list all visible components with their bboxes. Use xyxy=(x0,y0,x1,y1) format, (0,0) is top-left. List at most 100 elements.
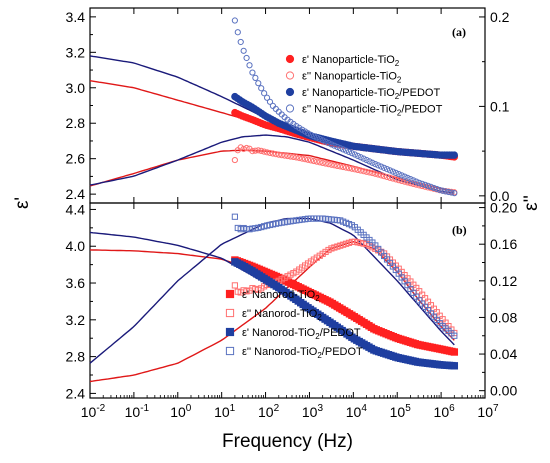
legend-label: ε' Nanorod-TiO2 xyxy=(242,289,320,303)
data-point xyxy=(451,190,458,197)
x-tick-label-base: 10 xyxy=(258,404,274,420)
data-point xyxy=(231,282,238,289)
legend-label: ε'' Nanorod-TiO2 xyxy=(242,308,322,322)
x-tick-label: 105 xyxy=(390,403,412,420)
data-point xyxy=(383,166,391,173)
data-point xyxy=(266,149,274,157)
legend-label: ε'' Nanorod-TiO2/PEDOT xyxy=(242,346,363,360)
data-point xyxy=(255,80,262,87)
data-point xyxy=(357,167,364,174)
legend-label-suffix: /PEDOT xyxy=(399,87,440,99)
data-point xyxy=(351,151,358,158)
y-right-tick-label: 0.04 xyxy=(490,346,517,362)
x-tick-label-base: 10 xyxy=(346,404,362,420)
x-tick-label: 10-1 xyxy=(125,403,150,420)
legend-label-suffix: /PEDOT xyxy=(322,346,363,358)
series-1 xyxy=(231,256,459,356)
data-point xyxy=(448,189,455,196)
x-tick-label-base: 10 xyxy=(81,404,97,420)
data-point xyxy=(302,156,309,163)
y-left-tick-label: 3.2 xyxy=(66,312,86,328)
data-point xyxy=(331,162,338,169)
data-point xyxy=(278,152,285,159)
legend-label-text: ε'' Nanoparticle-TiO xyxy=(302,71,397,83)
data-point xyxy=(231,17,238,24)
data-point xyxy=(427,183,435,191)
data-point xyxy=(240,47,247,54)
legend-label-sub: 2 xyxy=(395,59,400,68)
data-point xyxy=(272,151,279,158)
y-left-tick-label: 3.6 xyxy=(66,275,86,291)
data-point xyxy=(410,177,417,184)
legend-marker xyxy=(285,87,295,97)
legend-label-text: ε' Nanoparticle-TiO xyxy=(302,87,395,99)
data-point xyxy=(416,179,423,186)
data-point xyxy=(316,159,323,166)
y-right-tick-label: 0.20 xyxy=(490,200,517,216)
fit-line xyxy=(89,134,455,194)
legend-label-sub: 2 xyxy=(315,294,320,303)
data-point xyxy=(389,168,396,175)
legend-label-suffix: /PEDOT xyxy=(320,327,361,339)
data-point xyxy=(246,62,253,69)
data-point xyxy=(310,157,317,165)
data-point xyxy=(369,169,376,177)
panel-label: (a) xyxy=(452,25,466,39)
data-point xyxy=(261,148,268,155)
data-point xyxy=(436,186,443,194)
x-tick-label-exp: 2 xyxy=(274,403,280,414)
legend-label-sub: 2 xyxy=(395,92,400,101)
data-point xyxy=(392,176,399,183)
data-point xyxy=(378,163,385,170)
y-right-tick-label: 0.12 xyxy=(490,273,517,289)
data-point xyxy=(284,152,291,160)
data-point xyxy=(337,145,344,152)
y-left-tick-label: 2.8 xyxy=(66,115,86,131)
data-point xyxy=(357,154,364,161)
data-point xyxy=(354,166,361,174)
data-point xyxy=(416,182,423,189)
data-point xyxy=(451,332,458,339)
data-point xyxy=(413,178,420,185)
y-left-tick-label: 4.4 xyxy=(66,201,86,217)
data-point xyxy=(316,135,323,143)
data-point xyxy=(261,90,268,97)
x-tick-label-base: 10 xyxy=(390,404,406,420)
data-point xyxy=(313,158,320,165)
y-left-tick-label: 2.8 xyxy=(66,349,86,365)
data-point xyxy=(345,148,353,156)
data-point xyxy=(263,94,271,101)
data-point xyxy=(269,150,277,157)
data-point xyxy=(331,142,338,149)
data-point xyxy=(249,148,256,155)
panel-a: 2.4 2.6 2.8 3.0 3.2 3.4 0.0 0.1 0.2 (a) ε' Nanopar… xyxy=(66,7,510,204)
legend-label-text: ε' Nanorod-TiO xyxy=(242,327,316,339)
legend-marker xyxy=(285,71,295,80)
data-point xyxy=(290,153,297,161)
data-point xyxy=(296,154,303,162)
data-point xyxy=(372,170,379,177)
data-point xyxy=(401,173,408,180)
legend-label-sub: 2 xyxy=(317,351,322,360)
x-tick-label-exp: 7 xyxy=(493,403,499,414)
data-point xyxy=(354,152,361,159)
data-point xyxy=(389,175,396,182)
x-tick-label-base: 10 xyxy=(125,404,141,420)
legend-label-sub: 2 xyxy=(317,313,322,322)
data-point xyxy=(243,54,250,62)
data-point xyxy=(398,172,405,179)
legend-marker xyxy=(225,308,235,318)
y-right-tick-label: 0.2 xyxy=(490,9,510,25)
data-point xyxy=(372,160,379,168)
x-tick-label: 10-2 xyxy=(81,403,106,420)
x-tick-label: 104 xyxy=(346,403,368,420)
data-point xyxy=(439,187,446,194)
x-tick-label-exp: 6 xyxy=(449,403,455,414)
data-point xyxy=(369,159,376,166)
series-2 xyxy=(231,238,458,337)
x-tick-label-exp: -1 xyxy=(140,403,149,414)
data-point xyxy=(328,161,335,168)
data-point xyxy=(281,152,288,159)
legend-label-text: ε' Nanorod-TiO xyxy=(242,289,316,301)
